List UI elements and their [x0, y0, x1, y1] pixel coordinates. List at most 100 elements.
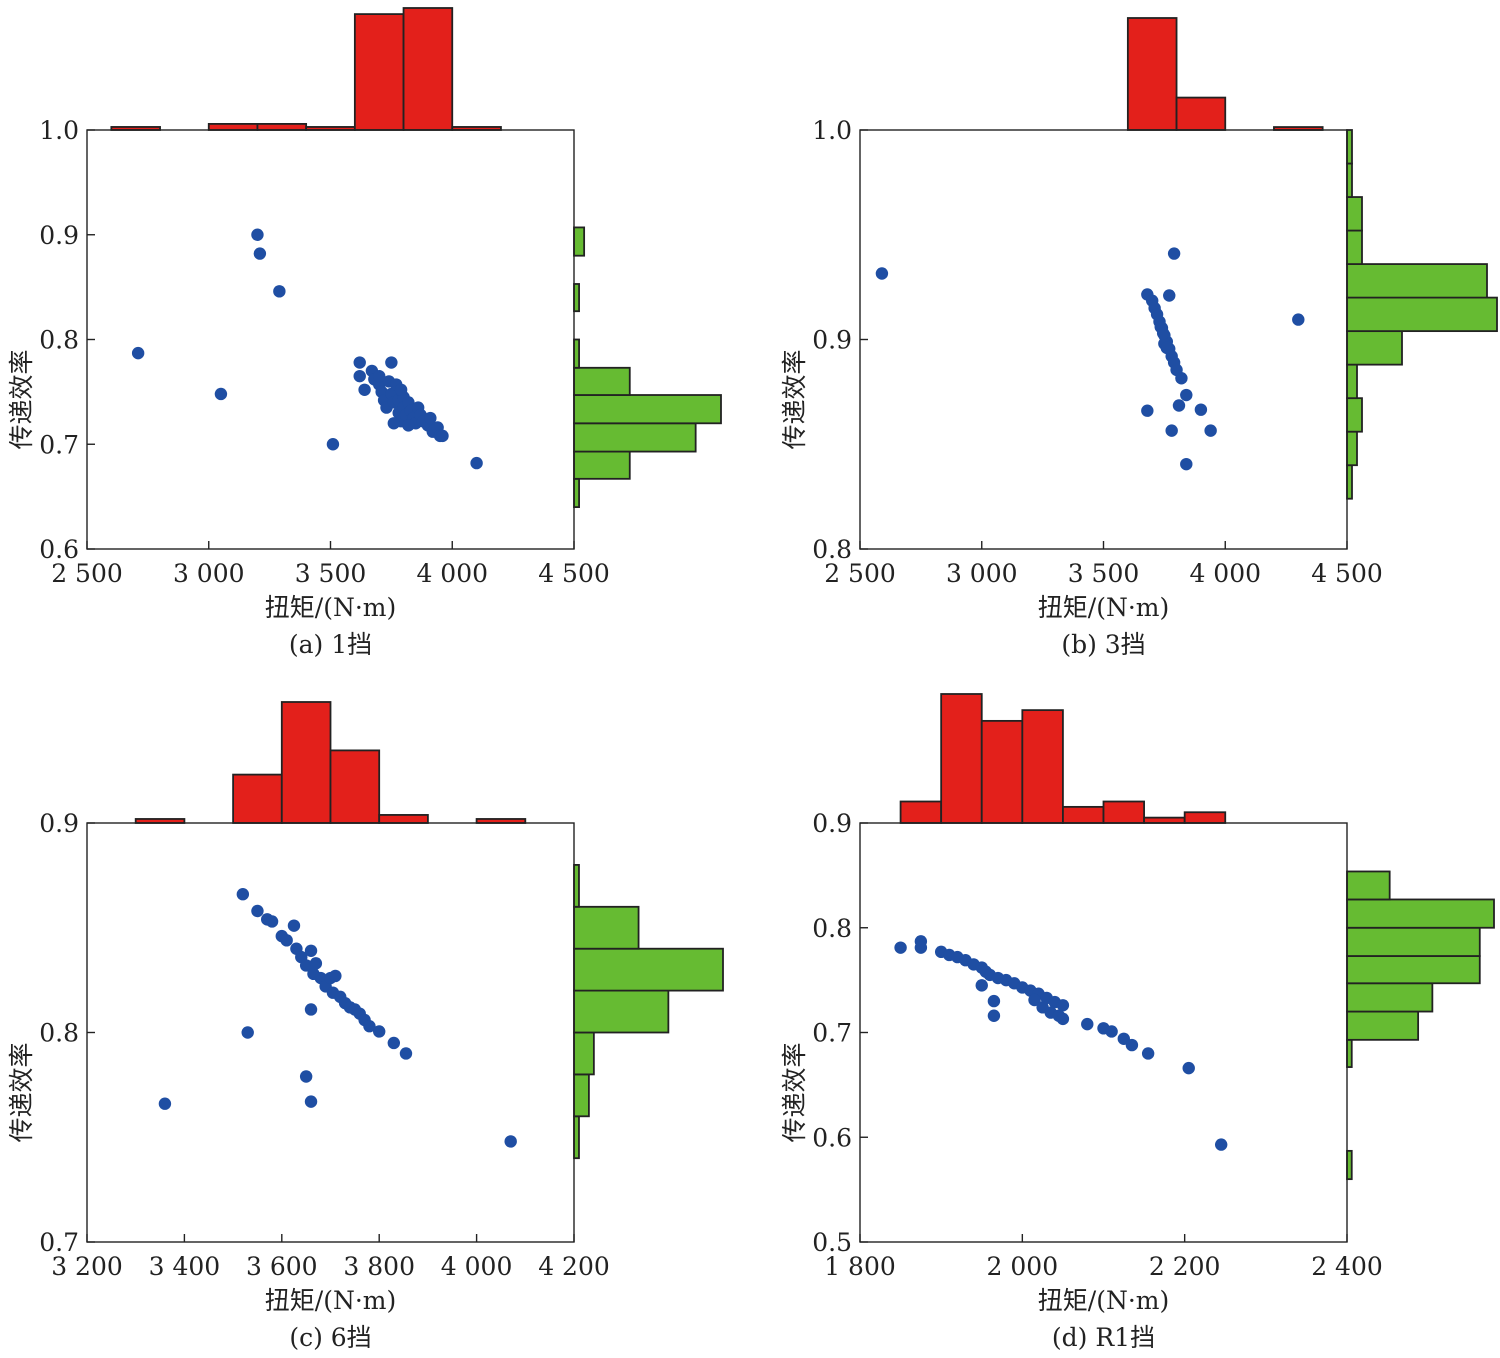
data-point: [353, 369, 366, 383]
data-point: [1214, 1138, 1228, 1151]
top-hist-bar: [1175, 96, 1227, 131]
top-hist-bar: [1102, 800, 1145, 824]
data-point: [304, 944, 318, 957]
data-point: [1081, 1017, 1094, 1031]
data-point: [1163, 289, 1176, 302]
y-tick-label: 0.5: [812, 1228, 852, 1257]
data-point: [1125, 1038, 1139, 1052]
right-hist-bar: [573, 226, 586, 257]
data-point: [1182, 1061, 1195, 1075]
x-tick-label: 4 000: [416, 559, 488, 588]
data-point: [304, 1095, 318, 1108]
right-hist-bar: [1346, 196, 1363, 232]
right-hist-bar: [1346, 1010, 1420, 1041]
data-point: [236, 888, 250, 901]
plot-frame: [86, 129, 575, 550]
plot-frame: [859, 129, 1348, 550]
right-hist-bar: [1346, 955, 1481, 985]
y-tick-label: 1.0: [812, 116, 852, 145]
x-tick-label: 1 800: [824, 1252, 896, 1281]
y-tick-label: 0.6: [39, 535, 79, 564]
data-point: [1056, 1012, 1070, 1026]
right-hist-bar: [573, 394, 722, 425]
y-axis-label: 传递效率: [780, 349, 809, 449]
top-hist-bar: [402, 7, 454, 131]
data-point: [1141, 1047, 1155, 1060]
top-hist-bar: [1062, 805, 1105, 824]
top-hist-bar: [1183, 811, 1227, 824]
right-hist-bar: [1346, 1149, 1353, 1181]
data-point: [253, 247, 267, 260]
right-hist-bar: [1346, 870, 1391, 901]
right-hist-bar: [573, 1115, 580, 1160]
panel-caption: (a) 1挡: [289, 630, 372, 659]
data-point: [251, 228, 264, 241]
right-hist-bar: [573, 366, 631, 396]
data-point: [358, 383, 371, 396]
top-hist-bar: [1126, 17, 1178, 131]
y-axis-label: 传递效率: [7, 349, 36, 449]
data-point: [299, 959, 313, 972]
x-axis-label: 扭矩/(N·m): [265, 1286, 396, 1315]
data-point: [273, 285, 286, 298]
data-point: [470, 456, 483, 470]
data-point: [436, 429, 449, 443]
panel-1: 2 500 3 000 3 500 4 000 4 500 0.6 0.7 0.8 0.9 1.0…: [7, 7, 722, 659]
data-point: [265, 915, 279, 928]
y-tick-label: 0.9: [39, 221, 79, 250]
data-point: [987, 994, 1001, 1008]
data-point: [975, 979, 988, 992]
y-axis-label: 传递效率: [7, 1042, 36, 1142]
y-tick-label: 0.7: [39, 430, 79, 459]
right-hist-bar: [573, 864, 580, 908]
y-tick-label: 0.9: [39, 809, 79, 838]
right-hist-bar: [573, 947, 724, 992]
x-tick-label: 4 200: [538, 1252, 610, 1281]
y-axis-label: 传递效率: [780, 1042, 809, 1142]
top-hist-bar: [940, 693, 983, 824]
y-tick-label: 0.6: [812, 1123, 852, 1152]
data-point: [241, 1026, 254, 1039]
right-hist-bar: [573, 283, 580, 313]
data-point: [373, 369, 386, 383]
x-tick-label: 4 000: [441, 1252, 513, 1281]
data-point: [875, 267, 889, 280]
right-hist-bar: [573, 450, 631, 480]
x-tick-label: 4 500: [538, 559, 610, 588]
top-hist-bar: [1021, 709, 1064, 824]
top-hist-bar: [1143, 816, 1186, 824]
data-point: [1028, 993, 1041, 1007]
x-tick-label: 2 200: [1149, 1252, 1221, 1281]
right-hist-bar: [573, 905, 640, 950]
right-hist-bar: [1346, 296, 1498, 333]
top-hist-bar: [378, 814, 429, 824]
y-tick-label: 0.7: [812, 1019, 852, 1048]
right-hist-bar: [573, 1073, 590, 1118]
y-tick-label: 0.9: [812, 326, 852, 355]
x-tick-label: 4 500: [1311, 559, 1383, 588]
data-point: [399, 1047, 413, 1060]
x-tick-label: 3 400: [149, 1252, 221, 1281]
data-point: [131, 346, 145, 360]
data-point: [1204, 424, 1217, 437]
y-tick-label: 0.8: [812, 914, 852, 943]
data-point: [1156, 327, 1170, 340]
right-hist-bar: [1346, 982, 1434, 1013]
data-point: [280, 934, 293, 947]
x-axis-label: 扭矩/(N·m): [1038, 593, 1169, 622]
panel-caption: (d) R1挡: [1052, 1323, 1155, 1352]
right-hist-bar: [1346, 397, 1363, 433]
data-point: [1180, 457, 1193, 471]
right-hist-bar: [1346, 1038, 1353, 1068]
x-tick-label: 4 000: [1189, 559, 1261, 588]
data-point: [214, 387, 228, 401]
data-point: [309, 957, 323, 970]
panel-caption: (c) 6挡: [289, 1323, 371, 1352]
x-tick-label: 3 000: [173, 559, 245, 588]
right-hist-bar: [1346, 162, 1353, 198]
data-point: [326, 438, 340, 451]
y-tick-label: 0.8: [812, 535, 852, 564]
data-point: [1180, 388, 1193, 402]
data-point: [287, 919, 301, 932]
top-hist-bar: [980, 719, 1024, 824]
